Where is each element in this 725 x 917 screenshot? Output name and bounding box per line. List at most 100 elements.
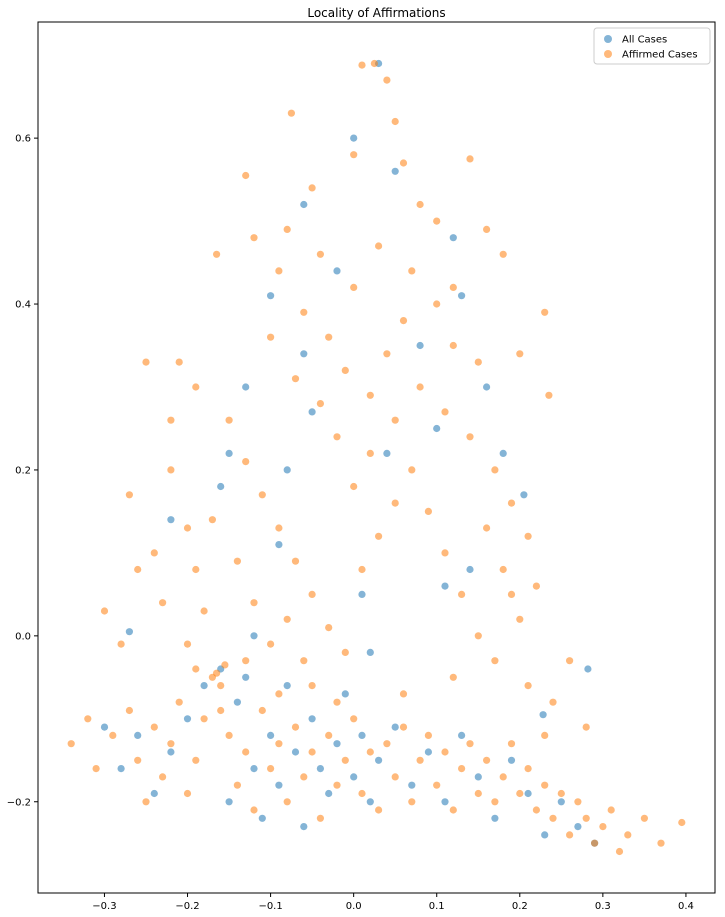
point-affirmed-cases-77 [308, 184, 316, 192]
point-affirmed-cases-3 [109, 731, 117, 740]
point-affirmed-cases-47 [466, 740, 474, 748]
point-affirmed-cases-26 [291, 723, 300, 731]
point-all-cases-64 [499, 449, 507, 457]
point-affirmed-cases-116 [491, 466, 499, 474]
point-affirmed-cases-84 [545, 391, 553, 399]
point-affirmed-cases-147 [283, 615, 291, 623]
point-affirmed-cases-91 [167, 466, 175, 474]
legend: All Cases Affirmed Cases [593, 27, 711, 65]
point-affirmed-cases-52 [507, 740, 516, 748]
point-all-cases-3 [150, 789, 158, 798]
point-affirmed-cases-168 [333, 698, 341, 706]
point-affirmed-cases-97 [117, 640, 125, 648]
y-tick-label: −0.2 [7, 797, 31, 808]
point-affirmed-cases-62 [591, 839, 599, 847]
point-all-cases-44 [483, 383, 491, 391]
point-affirmed-cases-108 [291, 375, 300, 383]
x-tick-label: −0.1 [258, 901, 282, 912]
point-affirmed-cases-30 [325, 731, 333, 740]
point-affirmed-cases-29 [316, 814, 324, 822]
point-all-cases-28 [408, 781, 416, 789]
point-all-cases-25 [366, 798, 374, 806]
point-affirmed-cases-161 [524, 682, 532, 690]
point-affirmed-cases-36 [375, 806, 383, 814]
point-affirmed-cases-74 [287, 109, 295, 117]
point-affirmed-cases-64 [607, 806, 615, 814]
point-affirmed-cases-167 [399, 690, 408, 698]
point-affirmed-cases-7 [150, 723, 158, 731]
point-all-cases-34 [507, 756, 516, 764]
point-affirmed-cases-8 [159, 773, 167, 781]
point-affirmed-cases-22 [258, 706, 266, 715]
point-affirmed-cases-133 [424, 507, 432, 515]
point-affirmed-cases-101 [325, 333, 333, 341]
y-tick-label: 0.2 [15, 465, 31, 476]
point-affirmed-cases-19 [233, 781, 241, 789]
point-all-cases-32 [474, 773, 482, 781]
y-axis: −0.2 0.0 0.2 0.4 0.6 [7, 134, 38, 808]
point-affirmed-cases-99 [275, 267, 283, 275]
point-affirmed-cases-71 [358, 61, 366, 69]
point-affirmed-cases-106 [449, 341, 457, 350]
point-all-cases-42 [520, 491, 528, 499]
point-affirmed-cases-49 [483, 756, 491, 764]
point-all-cases-20 [325, 789, 333, 798]
point-affirmed-cases-85 [516, 350, 524, 358]
point-affirmed-cases-124 [275, 524, 283, 532]
point-affirmed-cases-73 [391, 117, 399, 126]
point-affirmed-cases-4 [125, 706, 133, 715]
point-affirmed-cases-92 [183, 524, 192, 532]
point-affirmed-cases-105 [433, 300, 441, 308]
point-affirmed-cases-159 [483, 524, 491, 532]
point-affirmed-cases-144 [233, 557, 241, 565]
point-affirmed-cases-135 [458, 590, 466, 599]
legend-box [593, 27, 711, 65]
point-affirmed-cases-87 [142, 358, 150, 366]
point-affirmed-cases-32 [341, 756, 349, 764]
point-all-cases-14 [275, 781, 283, 789]
point-affirmed-cases-96 [100, 607, 109, 615]
point-affirmed-cases-136 [474, 632, 482, 640]
point-all-cases-46 [449, 234, 457, 242]
point-affirmed-cases-46 [458, 765, 466, 773]
point-affirmed-cases-152 [383, 350, 391, 358]
point-affirmed-cases-2 [92, 765, 100, 773]
point-affirmed-cases-163 [566, 657, 574, 665]
point-affirmed-cases-79 [213, 250, 221, 258]
point-affirmed-cases-72 [383, 76, 391, 84]
point-affirmed-cases-81 [483, 225, 491, 233]
point-affirmed-cases-9 [167, 740, 175, 748]
point-all-cases-11 [250, 765, 258, 773]
point-affirmed-cases-27 [300, 773, 308, 781]
point-affirmed-cases-110 [341, 366, 349, 374]
point-affirmed-cases-66 [624, 831, 632, 839]
point-affirmed-cases-171 [242, 657, 250, 665]
point-affirmed-cases-146 [267, 640, 275, 648]
point-affirmed-cases-134 [441, 549, 449, 557]
point-affirmed-cases-78 [242, 171, 250, 180]
point-affirmed-cases-129 [358, 565, 366, 574]
legend-marker-affirmed-cases [604, 50, 612, 58]
point-affirmed-cases-154 [316, 250, 324, 258]
legend-label-all-cases: All Cases [622, 35, 667, 46]
point-affirmed-cases-169 [308, 682, 316, 690]
point-all-cases-19 [316, 765, 324, 773]
point-affirmed-cases-145 [250, 599, 258, 607]
point-all-cases-30 [441, 798, 449, 806]
point-all-cases-66 [300, 350, 308, 358]
point-all-cases-22 [341, 690, 349, 698]
point-affirmed-cases-98 [250, 234, 258, 242]
point-affirmed-cases-54 [524, 765, 532, 773]
point-affirmed-cases-67 [640, 814, 649, 822]
point-all-cases-5 [183, 715, 192, 723]
point-affirmed-cases-25 [283, 798, 291, 806]
x-axis: −0.3 −0.2 −0.1 0.0 0.1 0.2 0.3 0.4 [92, 893, 694, 912]
point-affirmed-cases-117 [507, 499, 516, 507]
point-all-cases-45 [458, 292, 466, 300]
y-tick-label: 0.6 [15, 134, 31, 145]
y-tick-label: 0.4 [15, 300, 31, 311]
point-all-cases-62 [416, 341, 424, 350]
point-affirmed-cases-20 [242, 748, 250, 756]
